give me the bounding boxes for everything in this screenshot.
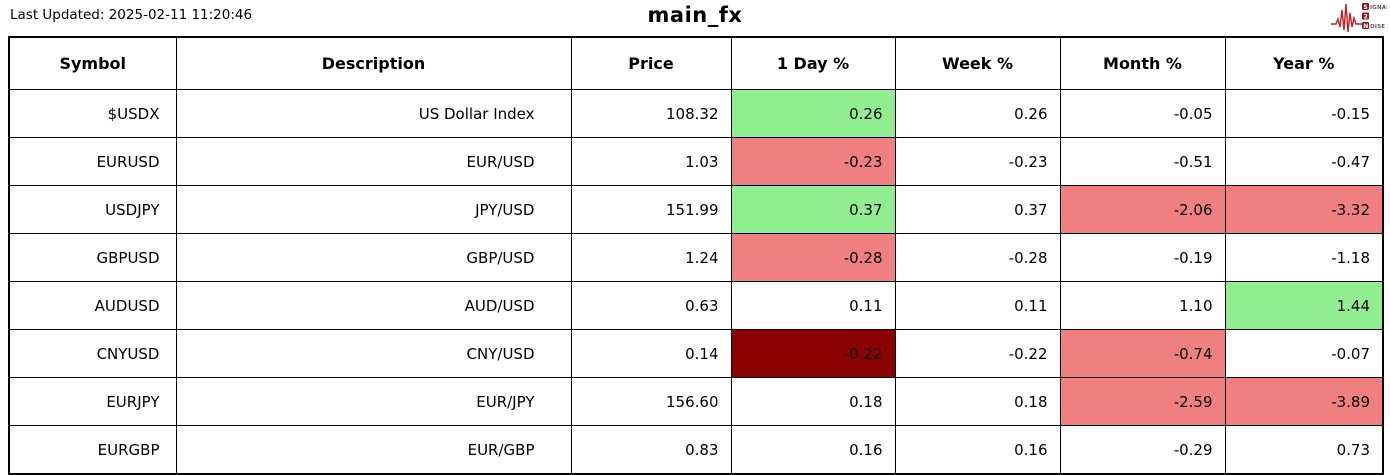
cell-year: -3.32 <box>1224 185 1384 234</box>
cell-year: 1.44 <box>1224 281 1384 330</box>
table-row-usdx: $USDX US Dollar Index 108.32 0.26 0.26 -… <box>8 89 1384 138</box>
cell-week: 0.26 <box>894 89 1061 138</box>
cell-symbol: GBPUSD <box>8 233 177 282</box>
cell-description: JPY/USD <box>175 185 572 234</box>
last-updated-timestamp: Last Updated: 2025-02-11 11:20:46 <box>10 7 253 23</box>
cell-year: 0.73 <box>1224 425 1384 475</box>
logo-badge-s-letter: S <box>1363 4 1367 11</box>
cell-price: 1.03 <box>570 137 732 186</box>
cell-week: -0.28 <box>894 233 1061 282</box>
cell-description: EUR/USD <box>175 137 572 186</box>
column-header-symbol: Symbol <box>8 36 177 90</box>
cell-year: -0.07 <box>1224 329 1384 378</box>
cell-description: CNY/USD <box>175 329 572 378</box>
cell-week: -0.22 <box>894 329 1061 378</box>
table-header-row: Symbol Description Price 1 Day % Week % … <box>8 36 1384 90</box>
cell-year: -1.18 <box>1224 233 1384 282</box>
cell-price: 151.99 <box>570 185 732 234</box>
cell-1day: 0.37 <box>730 185 896 234</box>
cell-symbol: EURGBP <box>8 425 177 475</box>
cell-week: 0.16 <box>894 425 1061 475</box>
waveform-icon <box>1331 3 1362 33</box>
cell-symbol: $USDX <box>8 89 177 138</box>
cell-symbol: CNYUSD <box>8 329 177 378</box>
cell-1day: -0.28 <box>730 233 896 282</box>
cell-month: 1.10 <box>1059 281 1226 330</box>
cell-description: GBP/USD <box>175 233 572 282</box>
column-header-week: Week % <box>894 36 1061 90</box>
logo-badge-2-letter: 2 <box>1364 14 1368 21</box>
cell-price: 0.14 <box>570 329 732 378</box>
cell-year: -0.47 <box>1224 137 1384 186</box>
cell-symbol: USDJPY <box>8 185 177 234</box>
table-row-usdjpy: USDJPY JPY/USD 151.99 0.37 0.37 -2.06 -3… <box>8 185 1384 234</box>
cell-1day: 0.18 <box>730 377 896 426</box>
cell-month: -0.05 <box>1059 89 1226 138</box>
cell-description: US Dollar Index <box>175 89 572 138</box>
table-row-gbpusd: GBPUSD GBP/USD 1.24 -0.28 -0.28 -0.19 -1… <box>8 233 1384 282</box>
cell-1day: -0.22 <box>730 329 896 378</box>
cell-price: 0.83 <box>570 425 732 475</box>
cell-price: 108.32 <box>570 89 732 138</box>
logo-badge-n <box>1362 22 1369 29</box>
cell-1day: 0.16 <box>730 425 896 475</box>
cell-1day: 0.11 <box>730 281 896 330</box>
cell-year: -3.89 <box>1224 377 1384 426</box>
cell-month: -2.06 <box>1059 185 1226 234</box>
cell-year: -0.15 <box>1224 89 1384 138</box>
column-header-1day: 1 Day % <box>730 36 896 90</box>
column-header-price: Price <box>570 36 732 90</box>
cell-symbol: EURJPY <box>8 377 177 426</box>
column-header-year: Year % <box>1224 36 1384 90</box>
table-row-eurusd: EURUSD EUR/USD 1.03 -0.23 -0.23 -0.51 -0… <box>8 137 1384 186</box>
logo-text-ignal: IGNAL <box>1370 5 1387 11</box>
cell-week: 0.11 <box>894 281 1061 330</box>
logo-badge-n-letter: N <box>1363 23 1368 30</box>
cell-price: 156.60 <box>570 377 732 426</box>
cell-description: EUR/GBP <box>175 425 572 475</box>
table-row-audusd: AUDUSD AUD/USD 0.63 0.11 0.11 1.10 1.44 <box>8 281 1384 330</box>
cell-month: -2.59 <box>1059 377 1226 426</box>
fx-table: Symbol Description Price 1 Day % Week % … <box>8 36 1384 475</box>
column-header-description: Description <box>175 36 572 90</box>
cell-month: -0.74 <box>1059 329 1226 378</box>
cell-week: -0.23 <box>894 137 1061 186</box>
cell-description: AUD/USD <box>175 281 572 330</box>
cell-description: EUR/JPY <box>175 377 572 426</box>
cell-1day: 0.26 <box>730 89 896 138</box>
cell-month: -0.51 <box>1059 137 1226 186</box>
page-title: main_fx <box>647 3 743 27</box>
cell-symbol: EURUSD <box>8 137 177 186</box>
logo-text-oise: OISE <box>1370 24 1385 30</box>
column-header-month: Month % <box>1059 36 1226 90</box>
cell-price: 1.24 <box>570 233 732 282</box>
signal-2-noise-logo: S IGNAL 2 N OISE <box>1331 3 1387 33</box>
table-row-eurjpy: EURJPY EUR/JPY 156.60 0.18 0.18 -2.59 -3… <box>8 377 1384 426</box>
cell-month: -0.19 <box>1059 233 1226 282</box>
table-row-cnyusd: CNYUSD CNY/USD 0.14 -0.22 -0.22 -0.74 -0… <box>8 329 1384 378</box>
cell-symbol: AUDUSD <box>8 281 177 330</box>
cell-price: 0.63 <box>570 281 732 330</box>
cell-month: -0.29 <box>1059 425 1226 475</box>
table-row-eurgbp: EURGBP EUR/GBP 0.83 0.16 0.16 -0.29 0.73 <box>8 425 1384 475</box>
logo-badge-2 <box>1362 12 1369 20</box>
cell-week: 0.37 <box>894 185 1061 234</box>
logo-badge-s <box>1362 3 1369 10</box>
cell-1day: -0.23 <box>730 137 896 186</box>
cell-week: 0.18 <box>894 377 1061 426</box>
